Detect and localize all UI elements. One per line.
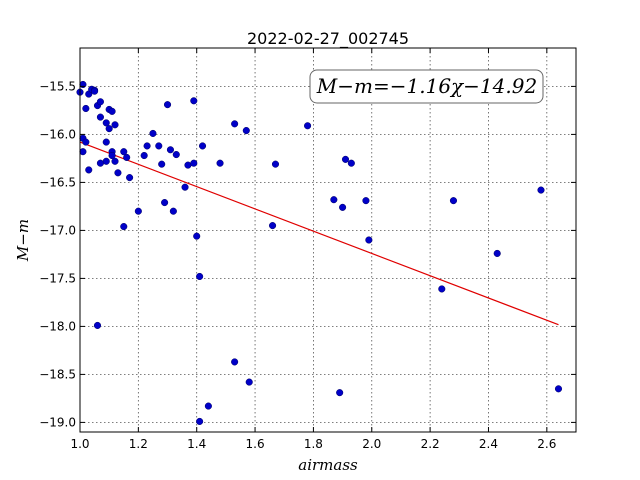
data-point (123, 153, 131, 161)
data-point (449, 197, 458, 205)
fit-line-layer (79, 141, 559, 326)
grid-lines (80, 48, 576, 432)
data-point (537, 186, 545, 194)
data-point (190, 159, 198, 167)
data-point (169, 207, 177, 215)
data-point (82, 104, 90, 113)
data-point (161, 199, 169, 207)
data-point (339, 203, 347, 211)
data-point (166, 146, 174, 154)
y-tick-label: −16.0 (39, 127, 76, 141)
y-axis-label: M−m (14, 219, 32, 262)
data-point (245, 378, 253, 386)
data-point (172, 151, 180, 159)
data-point (85, 166, 93, 174)
data-point (149, 129, 157, 137)
fit-equation-box: M−m=−1.16χ−14.92 (309, 69, 544, 104)
data-point (126, 174, 134, 182)
data-point (91, 87, 99, 95)
data-point (204, 402, 212, 410)
data-point (155, 142, 163, 150)
x-tick-label: 1.8 (304, 437, 323, 451)
data-point (330, 196, 338, 204)
y-tick-label: −18.0 (39, 319, 76, 333)
data-point (362, 197, 370, 205)
data-point (163, 101, 172, 109)
data-point (365, 236, 373, 244)
data-point (216, 159, 224, 167)
data-point (158, 160, 166, 168)
fit-equation-frame (309, 69, 544, 104)
data-point (114, 169, 122, 177)
x-tick-label: 2.4 (479, 437, 498, 451)
data-point (143, 142, 151, 150)
data-point (102, 157, 110, 165)
data-point (108, 107, 116, 115)
x-tick-label: 1.0 (70, 437, 89, 451)
data-point (196, 272, 204, 281)
data-point (231, 120, 239, 128)
y-tick-label: −18.5 (39, 367, 76, 381)
data-point (134, 207, 142, 215)
fit-equation: M−m=−1.16χ−14.92 (316, 74, 537, 98)
data-point (102, 138, 110, 146)
data-point (120, 148, 128, 156)
data-points (76, 80, 563, 425)
y-axis-ticks: −15.5 −16.0 −16.5 −17.0 −17.5 −18.0 −18.5 −19.0 (39, 79, 576, 429)
data-point (438, 285, 446, 293)
x-tick-label: 2.2 (421, 437, 440, 451)
data-point (554, 385, 563, 393)
y-tick-label: −16.5 (39, 175, 76, 189)
fit-line (79, 141, 559, 326)
data-point (105, 125, 113, 133)
data-point (341, 155, 350, 163)
y-tick-label: −19.0 (39, 415, 76, 429)
data-point (96, 98, 104, 106)
data-point (196, 417, 204, 425)
plot-frame (79, 47, 577, 433)
data-point (108, 151, 116, 160)
data-point (198, 142, 207, 150)
x-tick-label: 2.0 (362, 437, 381, 451)
data-point (96, 113, 104, 121)
x-tick-label: 1.4 (187, 437, 206, 451)
data-point (140, 151, 148, 160)
data-point (79, 148, 87, 156)
data-point (82, 138, 90, 146)
data-point (120, 223, 128, 231)
data-point (493, 249, 501, 257)
y-tick-label: −17.0 (39, 223, 76, 237)
x-tick-label: 1.2 (129, 437, 148, 451)
x-axis-label: airmass (298, 456, 358, 474)
data-point (111, 157, 119, 165)
data-point (347, 159, 355, 167)
data-point (111, 121, 119, 129)
x-axis-ticks: 1.0 1.2 1.4 1.6 1.8 2.0 2.2 2.4 2.6 (70, 48, 556, 451)
data-point (93, 321, 102, 329)
data-point (242, 127, 250, 135)
data-point (304, 122, 312, 130)
x-tick-label: 1.6 (246, 437, 265, 451)
chart-title: 2022-02-27_002745 (247, 29, 409, 49)
data-point (336, 389, 344, 397)
data-point (181, 183, 189, 191)
data-point (269, 222, 277, 230)
data-point (271, 160, 280, 168)
y-tick-label: −17.5 (39, 271, 76, 285)
y-tick-label: −15.5 (39, 79, 76, 93)
data-point (193, 232, 201, 240)
x-tick-label: 2.6 (537, 437, 556, 451)
data-point (190, 97, 198, 105)
data-point (102, 119, 110, 127)
data-point (231, 358, 239, 366)
